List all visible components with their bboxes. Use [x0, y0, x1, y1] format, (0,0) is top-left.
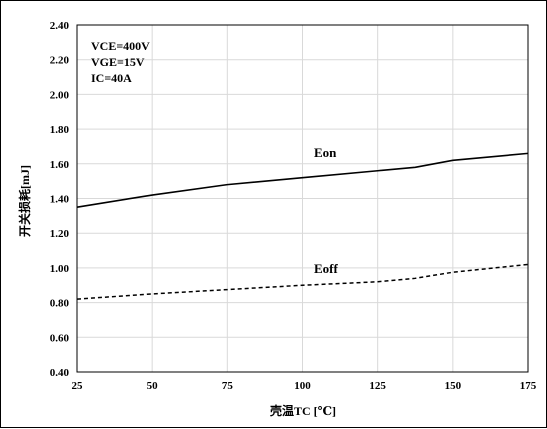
condition-vge: VGE=15V [91, 55, 145, 69]
x-tick-label: 25 [72, 380, 84, 392]
y-tick-label: 1.40 [50, 194, 70, 206]
condition-vce: VCE=400V [91, 39, 150, 53]
y-tick-label: 2.20 [50, 55, 70, 67]
x-tick-label: 100 [294, 380, 311, 392]
x-axis-title: 壳温TC [℃] [269, 403, 336, 418]
series-line-eoff [76, 263, 529, 300]
x-tick-labels: 25 50 75 100 125 150 175 [72, 380, 537, 392]
y-tick-label: 1.80 [50, 124, 70, 136]
y-tick-label: 1.00 [50, 263, 70, 275]
series-lines [76, 152, 529, 300]
y-tick-label: 0.40 [50, 367, 70, 379]
y-tick-label: 0.60 [50, 332, 70, 344]
series-label-eoff: Eoff [314, 261, 339, 276]
y-tick-label: 1.20 [50, 228, 70, 240]
x-tick-label: 175 [520, 380, 537, 392]
x-tick-label: 50 [147, 380, 159, 392]
condition-ic: IC=40A [91, 71, 132, 85]
plot-area [76, 24, 529, 373]
series-label-eon: Eon [314, 145, 337, 160]
y-tick-label: 1.60 [50, 159, 70, 171]
y-tick-label: 2.00 [50, 89, 70, 101]
x-tick-label: 125 [369, 380, 386, 392]
x-tick-label: 150 [445, 380, 462, 392]
x-tick-label: 75 [222, 380, 234, 392]
y-axis-title: 开关损耗[mJ] [17, 165, 32, 237]
y-tick-labels: 0.40 0.60 0.80 1.00 1.20 1.40 1.60 1.80 2.00 2.20… [50, 20, 70, 379]
y-tick-label: 2.40 [50, 20, 70, 32]
y-tick-label: 0.80 [50, 298, 70, 310]
series-line-eon [76, 152, 529, 208]
